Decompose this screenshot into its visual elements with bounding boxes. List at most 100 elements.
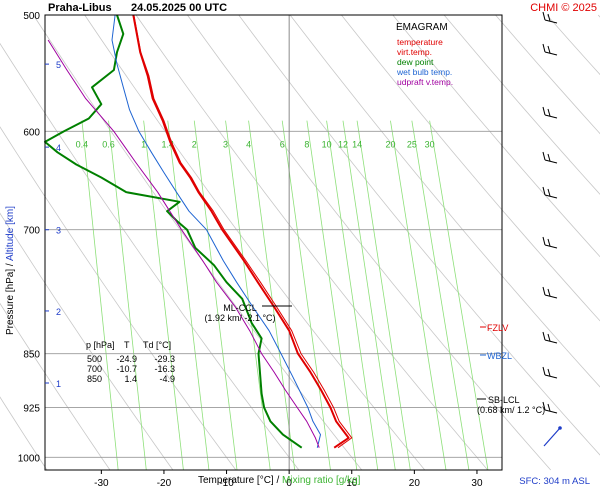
x-tick-label: -10 bbox=[219, 478, 234, 489]
table-row-p: 500 bbox=[87, 354, 102, 364]
altitude-tick-label: 5 bbox=[56, 60, 61, 70]
table-row-td: -16.3 bbox=[154, 364, 175, 374]
x-tick-label: -30 bbox=[94, 478, 109, 489]
pressure-tick-label: 600 bbox=[23, 127, 40, 138]
table-header-t: T bbox=[124, 340, 130, 350]
wet-bulb-temp-series bbox=[111, 14, 321, 448]
mixing-ratio-line bbox=[143, 120, 184, 471]
pressure-tick-label: 500 bbox=[23, 11, 40, 22]
dry-adiabat-line bbox=[289, 14, 600, 388]
pressure-tick-label: 1000 bbox=[18, 453, 41, 464]
pressure-tick-label: 850 bbox=[23, 350, 40, 361]
dry-adiabat-line bbox=[0, 42, 300, 471]
y-axis-label: Pressure [hPa] / Altitude [km] bbox=[5, 206, 16, 335]
sfc-text: SFC: 304 m ASL bbox=[519, 476, 590, 487]
table-header-td: Td [°C] bbox=[143, 340, 171, 350]
dry-adiabat-line bbox=[0, 126, 237, 471]
dry-adiabat-line bbox=[495, 14, 600, 135]
dry-adiabat-line bbox=[0, 396, 48, 471]
mixing-ratio-label: 4 bbox=[246, 140, 251, 150]
surface-wind-barb bbox=[543, 427, 561, 447]
mixing-ratio-line bbox=[356, 120, 411, 471]
mixing-ratio-line bbox=[326, 120, 379, 471]
ml-ccl-label: ML-CCL bbox=[223, 303, 257, 313]
table-row-p: 850 bbox=[87, 374, 102, 384]
x-tick-label: 10 bbox=[346, 478, 358, 489]
table-row-td: -29.3 bbox=[154, 354, 175, 364]
wind-barb-feather bbox=[547, 45, 551, 54]
dry-adiabat-line bbox=[392, 14, 600, 258]
credit-text: CHMI © 2025 bbox=[530, 2, 597, 14]
wind-barb-feather bbox=[542, 331, 546, 341]
ml-ccl-annotation: ML-CCL (1.92 km/ -2.1 °C) bbox=[204, 303, 292, 323]
wind-barb-feather bbox=[547, 333, 551, 342]
wind-barb-feather bbox=[542, 286, 546, 296]
sb-lcl-values: (0.68 km/ 1.2 °C) bbox=[477, 405, 545, 415]
datetime-title: 24.05.2025 00 UTC bbox=[131, 2, 227, 14]
wind-barbs bbox=[542, 11, 562, 447]
mixing-ratio-label: 25 bbox=[407, 140, 417, 150]
grid-layer: 0.4 0.6 1 1.4 2 3 4 6 8 10 12 14 20 25 30 bbox=[0, 14, 600, 471]
station-title: Praha-Libus bbox=[48, 2, 112, 14]
wind-barb bbox=[544, 159, 558, 164]
mixing-ratio-line bbox=[429, 120, 489, 471]
wind-barb bbox=[544, 374, 558, 379]
virt-temp-series bbox=[133, 14, 353, 449]
legend-item-wet-bulb: wet bulb temp. bbox=[396, 67, 452, 77]
sb-lcl-label: SB-LCL bbox=[488, 395, 520, 405]
mixing-ratio-label: 20 bbox=[385, 140, 395, 150]
wind-barb bbox=[544, 294, 558, 299]
wind-barb-feather bbox=[542, 401, 546, 411]
mixing-ratio-label: 3 bbox=[223, 140, 228, 150]
legend-item-virt-temp: virt.temp. bbox=[397, 47, 432, 57]
altitude-tick-label: 2 bbox=[56, 307, 61, 317]
surface-wind-dot bbox=[558, 426, 562, 430]
wind-barb bbox=[544, 244, 558, 249]
dry-adiabat-line bbox=[0, 212, 174, 471]
fzlv-annotation: FZLV bbox=[480, 323, 508, 333]
dew-point-series bbox=[44, 14, 303, 449]
pressure-tick-label: 925 bbox=[23, 404, 40, 415]
wind-barb-feather bbox=[542, 366, 546, 376]
mixing-ratio-label: 30 bbox=[425, 140, 435, 150]
wind-barb-feather bbox=[547, 188, 551, 197]
altitude-tick-label: 1 bbox=[56, 379, 61, 389]
sounding-table: p [hPa] T Td [°C] 500 -24.9 -29.3 700 -1… bbox=[86, 340, 175, 384]
wind-barb bbox=[544, 114, 558, 119]
mixing-ratio-label: 14 bbox=[352, 140, 362, 150]
dry-adiabat-line bbox=[32, 14, 363, 471]
mixing-ratio-line bbox=[108, 120, 147, 471]
dry-adiabat-line bbox=[0, 302, 111, 471]
mixing-ratio-label: 1 bbox=[141, 140, 146, 150]
pressure-tick-label: 700 bbox=[23, 226, 40, 237]
fzlv-label: FZLV bbox=[487, 323, 508, 333]
wind-barb-feather bbox=[542, 106, 546, 116]
wind-barb-feather bbox=[547, 288, 551, 297]
table-row-p: 700 bbox=[87, 364, 102, 374]
wind-barb bbox=[544, 51, 558, 56]
mixing-ratio-label: 1.4 bbox=[162, 140, 175, 150]
series-layer bbox=[44, 14, 353, 449]
mixing-ratio-line bbox=[193, 120, 238, 471]
mixing-ratio-line bbox=[81, 120, 119, 471]
wind-barb-feather bbox=[542, 43, 546, 53]
mixing-ratio-label: 0.6 bbox=[102, 140, 115, 150]
wind-barb-feather bbox=[542, 236, 546, 246]
wind-barb bbox=[544, 19, 558, 24]
altitude-tick-label: 3 bbox=[56, 226, 61, 236]
wind-barb-feather bbox=[547, 108, 551, 117]
wind-barb-feather bbox=[542, 11, 546, 21]
plot-frame bbox=[44, 14, 503, 471]
dry-adiabat-line bbox=[341, 14, 600, 322]
dry-adiabat-line bbox=[238, 14, 600, 456]
temperature-series bbox=[132, 14, 350, 449]
mixing-ratio-line bbox=[167, 120, 210, 471]
ml-ccl-values: (1.92 km/ -2.1 °C) bbox=[204, 313, 275, 323]
mixing-ratio-line bbox=[342, 120, 396, 471]
table-header-p: p [hPa] bbox=[86, 340, 115, 350]
x-tick-label: 0 bbox=[286, 478, 292, 489]
sb-lcl-annotation: SB-LCL (0.68 km/ 1.2 °C) bbox=[477, 395, 545, 415]
dry-adiabat-line bbox=[135, 14, 489, 471]
wbzl-annotation: WBZL bbox=[480, 351, 512, 361]
